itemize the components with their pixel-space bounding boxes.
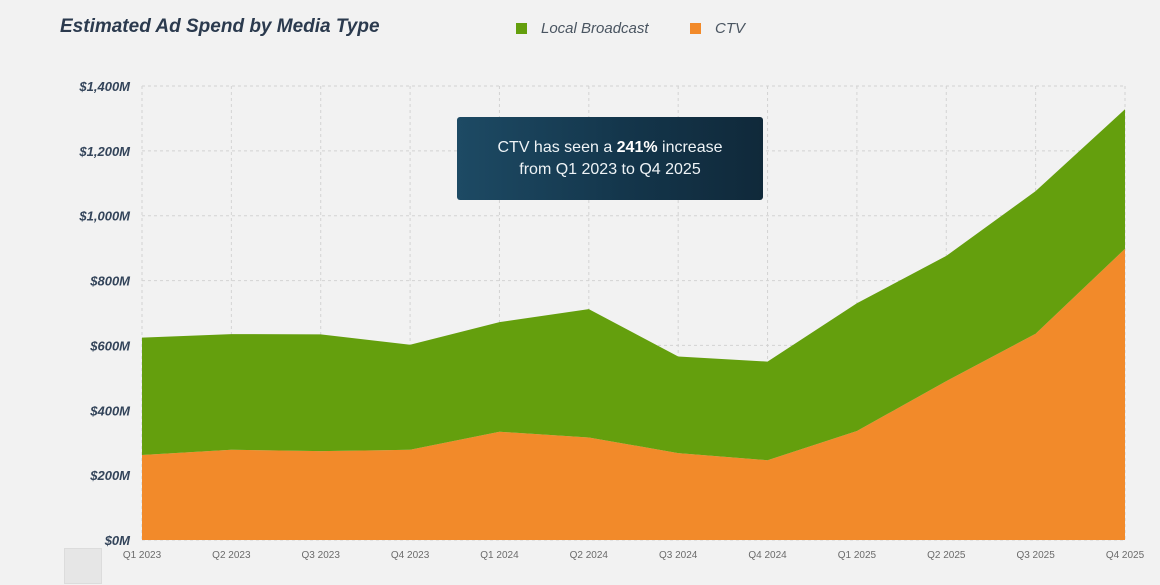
- legend-label-ctv: CTV: [715, 20, 745, 37]
- legend-item-ctv: CTV: [690, 20, 745, 37]
- annotation-line-1: CTV has seen a 241% increase: [497, 137, 722, 159]
- y-tick-label: $0M: [104, 533, 131, 548]
- y-tick-label: $1,000M: [78, 209, 131, 224]
- chart-title: Estimated Ad Spend by Media Type: [60, 16, 380, 37]
- area-ctv: [142, 248, 1125, 541]
- x-tick-label: Q2 2025: [927, 550, 966, 561]
- x-tick-label: Q3 2025: [1016, 550, 1055, 561]
- annotation-callout: CTV has seen a 241% increase from Q1 202…: [457, 117, 763, 200]
- x-tick-label: Q3 2024: [659, 550, 698, 561]
- annotation-highlight: 241%: [616, 138, 658, 156]
- legend-item-local-broadcast: Local Broadcast: [516, 20, 649, 37]
- y-axis: $0M $200M $400M $600M $800M $1,000M $1,200M $1,…: [78, 79, 131, 548]
- legend-label-local-broadcast: Local Broadcast: [541, 20, 649, 37]
- annotation-before: CTV has seen a: [497, 138, 617, 156]
- annotation-after: increase: [657, 138, 723, 156]
- y-tick-label: $800M: [89, 274, 131, 289]
- y-tick-label: $1,400M: [78, 79, 131, 94]
- x-tick-label: Q2 2023: [212, 550, 251, 561]
- x-tick-label: Q1 2023: [123, 550, 162, 561]
- x-tick-label: Q3 2023: [302, 550, 341, 561]
- legend-swatch-ctv: [690, 23, 701, 34]
- x-tick-label: Q4 2024: [748, 550, 787, 561]
- y-tick-label: $200M: [89, 468, 131, 483]
- x-tick-label: Q2 2024: [570, 550, 609, 561]
- legend-swatch-local-broadcast: [516, 23, 527, 34]
- x-tick-label: Q4 2025: [1106, 550, 1145, 561]
- y-tick-label: $400M: [89, 403, 131, 418]
- y-tick-label: $600M: [89, 338, 131, 353]
- area-series: [142, 109, 1125, 541]
- x-tick-label: Q1 2024: [480, 550, 519, 561]
- corner-placeholder-box: [64, 548, 102, 584]
- annotation-line-2: from Q1 2023 to Q4 2025: [519, 160, 701, 178]
- area-local-broadcast: [142, 109, 1125, 461]
- y-tick-label: $1,200M: [78, 144, 131, 159]
- x-tick-label: Q1 2025: [838, 550, 877, 561]
- x-tick-label: Q4 2023: [391, 550, 430, 561]
- x-axis: Q1 2023 Q2 2023 Q3 2023 Q4 2023 Q1 2024 Q2 20…: [123, 550, 1145, 561]
